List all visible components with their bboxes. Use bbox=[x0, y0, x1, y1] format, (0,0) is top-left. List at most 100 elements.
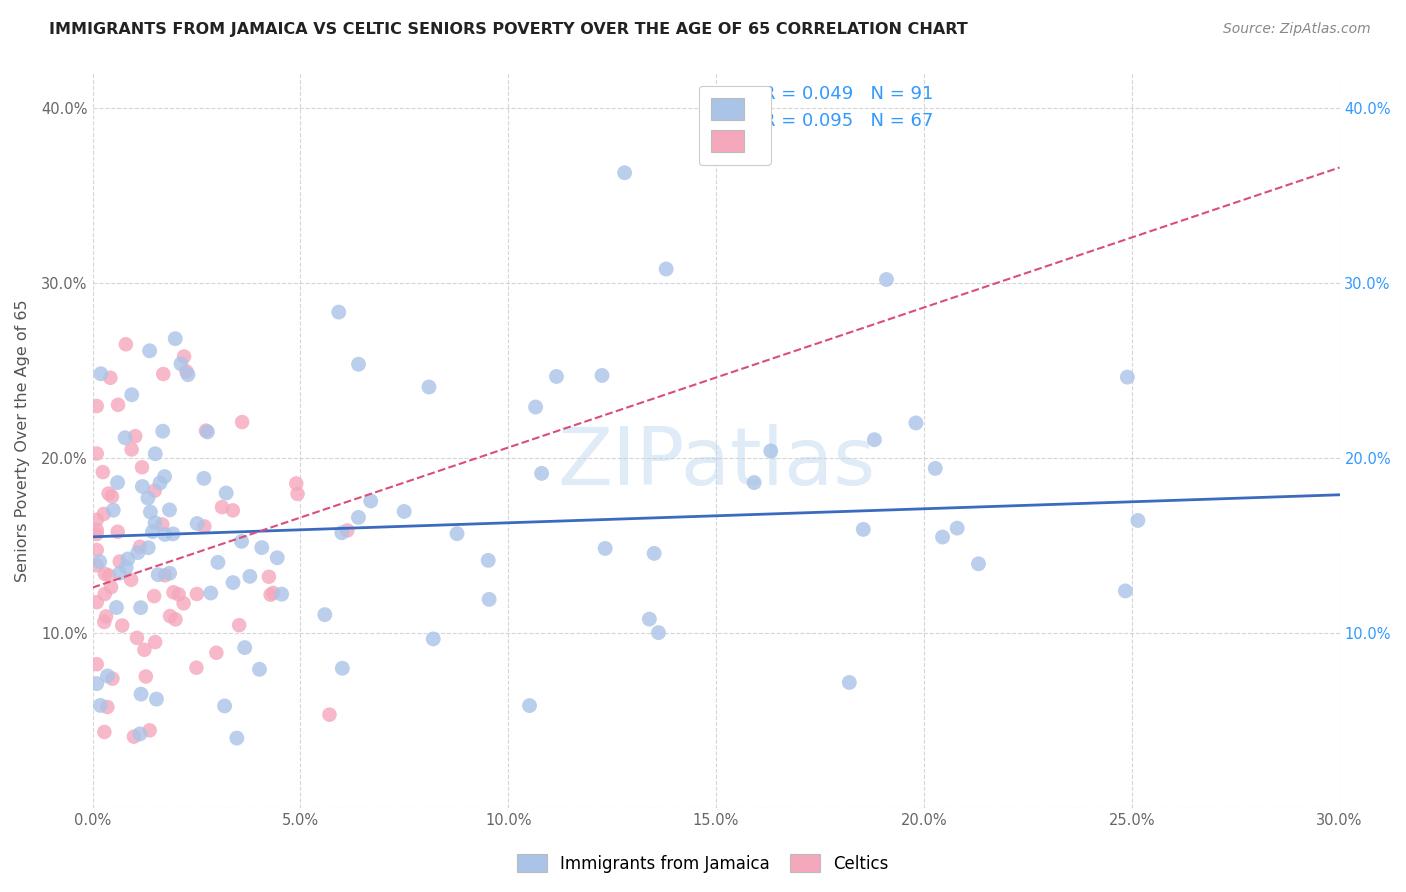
Text: ZIPatlas: ZIPatlas bbox=[557, 424, 875, 501]
Point bbox=[162, 585, 184, 599]
Point bbox=[86, 399, 108, 413]
Point bbox=[186, 661, 208, 675]
Point bbox=[89, 555, 111, 569]
Text: IMMIGRANTS FROM JAMAICA VS CELTIC SENIORS POVERTY OVER THE AGE OF 65 CORRELATION: IMMIGRANTS FROM JAMAICA VS CELTIC SENIOR… bbox=[49, 22, 967, 37]
Point bbox=[931, 530, 953, 544]
Point bbox=[593, 541, 616, 556]
Point bbox=[89, 698, 111, 713]
Point bbox=[194, 424, 217, 438]
Point bbox=[121, 388, 143, 402]
Point bbox=[136, 491, 159, 505]
Point bbox=[86, 513, 108, 527]
Point bbox=[530, 467, 553, 481]
Point bbox=[314, 607, 336, 622]
Point bbox=[318, 707, 340, 722]
Point bbox=[93, 507, 115, 521]
Point bbox=[86, 523, 108, 537]
Point bbox=[863, 433, 886, 447]
Point bbox=[103, 503, 125, 517]
Point bbox=[200, 586, 222, 600]
Point bbox=[173, 350, 195, 364]
Point bbox=[231, 534, 253, 549]
Point bbox=[173, 596, 195, 610]
Point bbox=[904, 416, 927, 430]
Legend: , : , bbox=[699, 86, 770, 165]
Point bbox=[143, 516, 166, 530]
Point bbox=[215, 486, 238, 500]
Point bbox=[142, 524, 165, 539]
Point bbox=[100, 580, 122, 594]
Point bbox=[120, 573, 142, 587]
Point bbox=[285, 476, 308, 491]
Point bbox=[86, 657, 108, 672]
Point bbox=[153, 568, 176, 582]
Point bbox=[330, 661, 353, 675]
Point bbox=[214, 698, 236, 713]
Point bbox=[211, 500, 233, 514]
Point bbox=[86, 543, 108, 558]
Point bbox=[167, 587, 190, 601]
Point bbox=[225, 731, 247, 745]
Point bbox=[86, 446, 108, 460]
Point bbox=[101, 672, 124, 686]
Point bbox=[250, 541, 273, 555]
Y-axis label: Seniors Poverty Over the Age of 65: Seniors Poverty Over the Age of 65 bbox=[15, 299, 30, 582]
Point bbox=[124, 429, 146, 443]
Point bbox=[90, 367, 112, 381]
Point bbox=[86, 595, 108, 609]
Text: R = 0.049   N = 91: R = 0.049 N = 91 bbox=[763, 85, 934, 103]
Point bbox=[129, 727, 152, 741]
Point bbox=[159, 609, 181, 624]
Point bbox=[647, 625, 669, 640]
Point bbox=[838, 675, 860, 690]
Point bbox=[228, 618, 250, 632]
Point bbox=[967, 557, 990, 571]
Point bbox=[360, 494, 382, 508]
Point bbox=[97, 486, 120, 500]
Point bbox=[145, 692, 167, 706]
Text: Source: ZipAtlas.com: Source: ZipAtlas.com bbox=[1223, 22, 1371, 37]
Point bbox=[478, 592, 501, 607]
Point bbox=[91, 465, 114, 479]
Point bbox=[186, 587, 208, 601]
Point bbox=[101, 490, 124, 504]
Point bbox=[93, 725, 115, 739]
Point bbox=[150, 517, 173, 532]
Point bbox=[131, 479, 153, 493]
Point bbox=[1114, 583, 1136, 598]
Point bbox=[129, 600, 152, 615]
Point bbox=[165, 612, 187, 626]
Point bbox=[153, 469, 176, 483]
Point bbox=[239, 569, 262, 583]
Point bbox=[149, 475, 172, 490]
Point bbox=[96, 700, 118, 714]
Point bbox=[114, 431, 136, 445]
Point bbox=[105, 600, 128, 615]
Point bbox=[96, 669, 118, 683]
Point bbox=[143, 635, 166, 649]
Point bbox=[108, 566, 131, 581]
Point bbox=[86, 527, 108, 541]
Point bbox=[875, 272, 897, 286]
Point bbox=[138, 343, 160, 358]
Point bbox=[136, 541, 159, 555]
Point bbox=[115, 560, 138, 574]
Point bbox=[176, 365, 198, 379]
Point bbox=[422, 632, 444, 646]
Point bbox=[159, 503, 181, 517]
Point bbox=[231, 415, 253, 429]
Point bbox=[135, 669, 157, 683]
Point bbox=[98, 371, 121, 385]
Legend: Immigrants from Jamaica, Celtics: Immigrants from Jamaica, Celtics bbox=[510, 847, 896, 880]
Point bbox=[86, 558, 108, 573]
Point bbox=[129, 687, 152, 701]
Point bbox=[146, 567, 169, 582]
Point bbox=[115, 337, 138, 351]
Point bbox=[94, 566, 117, 581]
Text: R = 0.095   N = 67: R = 0.095 N = 67 bbox=[763, 112, 934, 129]
Point bbox=[170, 357, 193, 371]
Point bbox=[205, 646, 228, 660]
Point bbox=[152, 367, 174, 381]
Point bbox=[852, 522, 875, 536]
Point bbox=[524, 400, 547, 414]
